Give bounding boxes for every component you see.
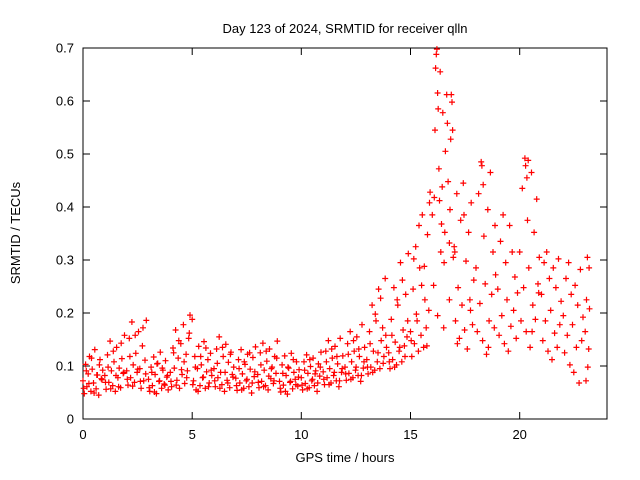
axis-ticks xyxy=(82,47,607,420)
y-axis-label: SRMTID / TECUs xyxy=(8,181,23,284)
y-tick-label: 0.3 xyxy=(56,253,74,268)
y-tick-label: 0.2 xyxy=(56,306,74,321)
y-tick-label: 0.1 xyxy=(56,359,74,374)
plot-border xyxy=(82,47,608,420)
x-tick-label: 10 xyxy=(294,427,308,442)
y-tick-label: 0.7 xyxy=(56,41,74,56)
x-tick-label: 5 xyxy=(189,427,196,442)
y-tick-label: 0.5 xyxy=(56,147,74,162)
y-tick-label: 0.4 xyxy=(56,200,74,215)
x-tick-label: 0 xyxy=(79,427,86,442)
scatter-points xyxy=(80,46,593,399)
x-tick-label: 15 xyxy=(403,427,417,442)
y-tick-label: 0.6 xyxy=(56,94,74,109)
chart-title: Day 123 of 2024, SRMTID for receiver qll… xyxy=(223,21,468,36)
x-tick-label: 20 xyxy=(512,427,526,442)
y-tick-label: 0 xyxy=(67,412,74,427)
plot-area: 0 5 10 15 20 0 0.1 0.2 0.3 0.4 0.5 0.6 0.7 xyxy=(56,41,608,442)
x-axis-label: GPS time / hours xyxy=(296,450,395,465)
